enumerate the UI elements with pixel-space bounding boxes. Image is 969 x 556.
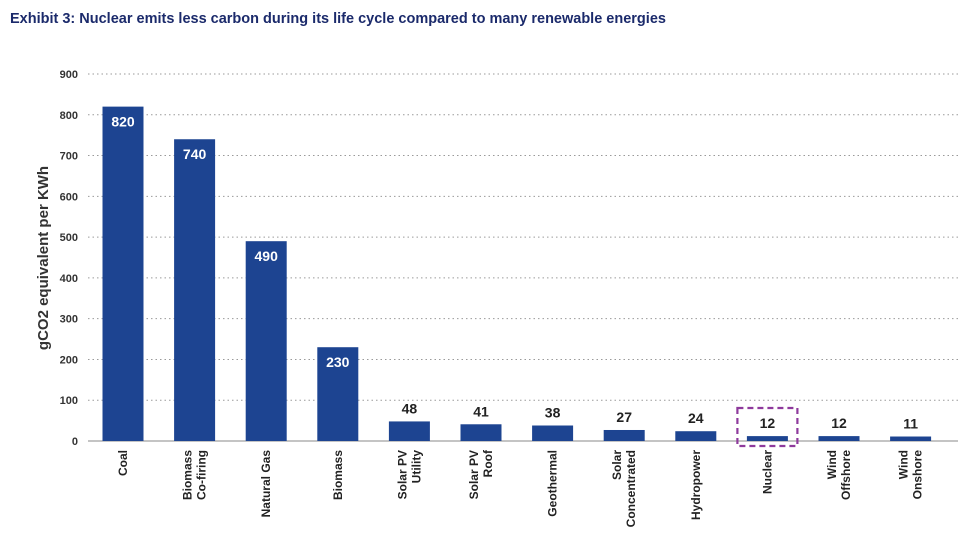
- bar: [818, 436, 860, 441]
- y-tick-label: 800: [60, 110, 78, 122]
- x-tick-label: Wind: [897, 450, 911, 479]
- highlight-box: [736, 406, 799, 448]
- y-tick-label: 300: [60, 314, 78, 326]
- data-label: 820: [111, 114, 135, 130]
- data-label: 230: [326, 354, 350, 370]
- x-tick-label: Biomass: [181, 450, 195, 500]
- bar: [532, 425, 574, 441]
- x-tick-label: Utility: [409, 450, 423, 484]
- data-label: 41: [473, 403, 489, 419]
- x-tick-label: Geothermal: [546, 450, 560, 517]
- x-tick-label: Co-firing: [195, 450, 209, 500]
- y-tick-label: 500: [60, 232, 78, 244]
- data-label: 12: [831, 415, 847, 431]
- bar: [675, 431, 717, 441]
- x-tick-label: Biomass: [331, 450, 345, 500]
- data-label: 490: [255, 248, 279, 264]
- data-label: 12: [760, 415, 776, 431]
- chart-title: Exhibit 3: Nuclear emits less carbon dur…: [10, 11, 666, 27]
- x-tick-label: Concentrated: [624, 450, 638, 527]
- y-tick-label: 100: [60, 395, 78, 407]
- data-label: 24: [688, 410, 704, 426]
- bar: [317, 347, 359, 441]
- bar: [388, 421, 430, 441]
- data-label: 11: [903, 416, 918, 432]
- data-label: 48: [402, 400, 418, 416]
- y-tick-label: 900: [60, 69, 78, 81]
- x-tick-label: Coal: [116, 450, 130, 476]
- x-tick-label: Hydropower: [689, 450, 703, 520]
- data-label: 38: [545, 405, 561, 421]
- data-label: 740: [183, 146, 207, 162]
- bar: [890, 436, 932, 441]
- bar: [245, 241, 287, 441]
- data-label: 27: [616, 409, 632, 425]
- x-tick-label: Onshore: [911, 450, 925, 500]
- bar: [174, 139, 216, 441]
- y-tick-label: 600: [60, 191, 78, 203]
- x-tick-label: Solar PV: [467, 450, 481, 499]
- bar: [102, 106, 144, 441]
- x-tick-label: Offshore: [839, 450, 853, 500]
- y-tick-label: 200: [60, 354, 78, 366]
- x-tick-label: Roof: [481, 449, 495, 477]
- y-tick-label: 700: [60, 151, 78, 163]
- x-tick-label: Natural Gas: [259, 450, 273, 518]
- x-tick-label: Wind: [825, 450, 839, 479]
- x-tick-label: Solar: [610, 450, 624, 480]
- bar: [746, 436, 788, 441]
- y-tick-label: 0: [72, 436, 78, 448]
- x-tick-label: Nuclear: [760, 450, 774, 494]
- y-axis-label: gCO2 equivalent per KWh: [35, 166, 52, 350]
- bar: [460, 424, 502, 441]
- y-tick-label: 400: [60, 273, 78, 285]
- x-tick-label: Solar PV: [395, 450, 409, 499]
- bar: [603, 429, 645, 441]
